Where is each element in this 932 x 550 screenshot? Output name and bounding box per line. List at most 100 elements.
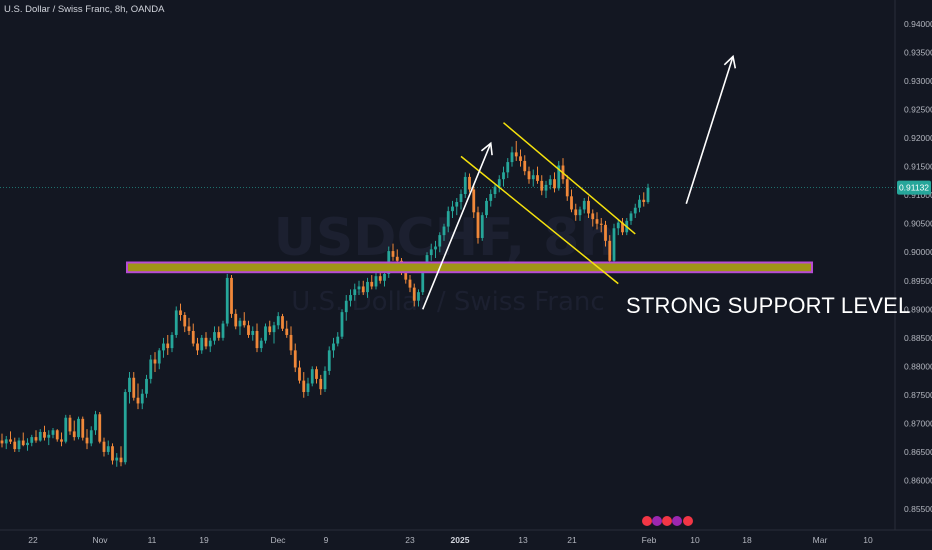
time-tick-label: 21 bbox=[567, 535, 577, 545]
candle-body bbox=[196, 343, 199, 351]
candle-body bbox=[438, 235, 442, 247]
candle-body bbox=[191, 330, 195, 344]
candle-body bbox=[30, 437, 34, 443]
candle-body bbox=[591, 213, 595, 220]
event-flag-icon[interactable] bbox=[642, 516, 652, 526]
symbol-title[interactable]: U.S. Dollar / Swiss Franc, 8h, OANDA bbox=[4, 4, 165, 15]
time-tick-label: 11 bbox=[148, 535, 157, 545]
price-tick-label: 0.91500 bbox=[904, 162, 932, 172]
candle-body bbox=[9, 439, 12, 442]
candle-body bbox=[366, 281, 369, 293]
candle-body bbox=[378, 276, 382, 281]
candle-body bbox=[166, 343, 170, 349]
candle-body bbox=[21, 440, 25, 446]
event-flag-icon[interactable] bbox=[672, 516, 682, 526]
candle-body bbox=[4, 439, 8, 444]
candle-body bbox=[115, 457, 119, 461]
candle-body bbox=[349, 295, 352, 301]
candle-body bbox=[459, 194, 463, 203]
candle-body bbox=[221, 323, 225, 338]
candle-body bbox=[544, 184, 548, 191]
support-zone[interactable] bbox=[126, 261, 813, 274]
price-tick-label: 0.94000 bbox=[904, 19, 932, 29]
price-axis[interactable]: 0.94000 0.93500 0.93000 0.92500 0.92000 0.915… bbox=[904, 19, 932, 514]
candle-body bbox=[106, 446, 110, 452]
candle-body bbox=[315, 369, 318, 379]
candle-body bbox=[527, 171, 531, 180]
current-price-tag-bg bbox=[897, 180, 931, 195]
time-axis[interactable]: 22 Nov 11 19 Dec 9 23 2025 13 21 Feb 10 18 Mar 10 bbox=[28, 535, 873, 545]
candle-body bbox=[276, 316, 280, 326]
candle-body bbox=[111, 446, 114, 461]
candle-body bbox=[404, 270, 408, 280]
candle-body bbox=[633, 207, 637, 214]
event-flag-icon[interactable] bbox=[662, 516, 672, 526]
candle-body bbox=[47, 434, 51, 438]
candle-body bbox=[480, 215, 484, 238]
candle-body bbox=[17, 440, 21, 450]
candle-body bbox=[497, 179, 501, 187]
candle-body bbox=[153, 359, 157, 364]
candle-body bbox=[34, 437, 38, 441]
candle-body bbox=[451, 206, 454, 212]
trend-arrow-shaft[interactable] bbox=[422, 142, 492, 310]
time-tick-label: Nov bbox=[92, 535, 108, 545]
candle-body bbox=[98, 414, 102, 442]
support-label[interactable]: STRONG SUPPORT LEVEL bbox=[626, 293, 910, 318]
candle-body bbox=[85, 437, 89, 444]
time-tick-label: 10 bbox=[690, 535, 700, 545]
candle-body bbox=[540, 180, 544, 191]
candle-body bbox=[200, 337, 204, 351]
price-tick-label: 0.87500 bbox=[904, 390, 932, 400]
candle-body bbox=[225, 277, 229, 324]
candle-body bbox=[55, 430, 59, 440]
candle-body bbox=[468, 176, 471, 190]
time-tick-label: 13 bbox=[518, 535, 528, 545]
channel-line-lower[interactable] bbox=[460, 155, 619, 285]
candle-body bbox=[463, 176, 467, 195]
candle-body bbox=[646, 187, 650, 203]
candle-body bbox=[60, 439, 63, 442]
candle-body bbox=[81, 418, 85, 438]
candle-body bbox=[442, 226, 446, 236]
candle-body bbox=[213, 332, 216, 341]
price-tick-label: 0.89000 bbox=[904, 304, 932, 314]
candle-body bbox=[251, 330, 255, 335]
channel-line-upper[interactable] bbox=[503, 122, 636, 235]
candle-body bbox=[570, 196, 573, 210]
candle-body bbox=[230, 277, 233, 314]
current-price-tag: 0.91132 bbox=[897, 180, 931, 195]
candle-body bbox=[621, 222, 624, 233]
price-tick-label: 0.88500 bbox=[904, 333, 932, 343]
candle-body bbox=[370, 281, 374, 287]
candle-body bbox=[391, 251, 395, 257]
candle-body bbox=[102, 441, 106, 452]
candle-body bbox=[149, 359, 153, 379]
candle-body bbox=[268, 326, 272, 333]
candle-body bbox=[208, 340, 212, 347]
event-flag-icon[interactable] bbox=[683, 516, 693, 526]
arrow-head-icon bbox=[480, 141, 493, 156]
price-tick-label: 0.86000 bbox=[904, 475, 932, 485]
price-tick-label: 0.90500 bbox=[904, 219, 932, 229]
trend-arrow-shaft[interactable] bbox=[685, 56, 734, 204]
candle-body bbox=[417, 292, 420, 301]
candle-body bbox=[132, 377, 136, 398]
candle-body bbox=[119, 457, 123, 463]
candle-body bbox=[548, 179, 552, 185]
candle-body bbox=[476, 212, 480, 238]
trend-arrows[interactable] bbox=[422, 54, 737, 310]
price-tick-label: 0.93500 bbox=[904, 48, 932, 58]
candle-body bbox=[336, 336, 340, 344]
price-tick-label: 0.91000 bbox=[904, 190, 932, 200]
candle-body bbox=[582, 200, 586, 210]
time-tick-label: 18 bbox=[742, 535, 752, 545]
candle-body bbox=[242, 320, 246, 326]
candle-body bbox=[259, 340, 263, 349]
event-icons[interactable] bbox=[642, 516, 693, 526]
candle-body bbox=[514, 152, 518, 157]
event-flag-icon[interactable] bbox=[652, 516, 662, 526]
descending-channel[interactable] bbox=[460, 122, 636, 285]
candle-body bbox=[157, 350, 161, 364]
